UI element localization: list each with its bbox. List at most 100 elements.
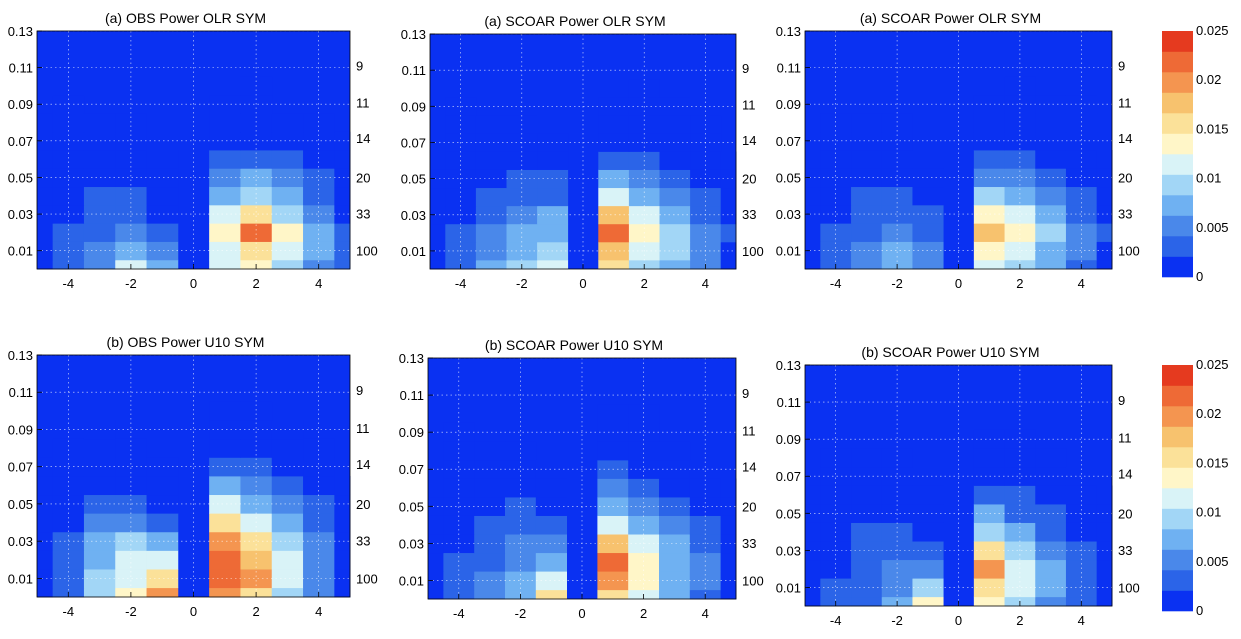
colorbar-tick-label: 0.015 bbox=[1196, 455, 1229, 470]
period-label: 9 bbox=[1118, 59, 1125, 74]
power-cell bbox=[881, 131, 913, 151]
power-cell bbox=[1096, 596, 1113, 607]
power-cell bbox=[659, 97, 691, 116]
power-cell bbox=[820, 150, 852, 169]
power-cell bbox=[851, 241, 883, 261]
power-cell bbox=[475, 241, 507, 261]
power-cell bbox=[209, 531, 241, 551]
power-cell bbox=[720, 497, 737, 516]
x-tick-label: 4 bbox=[1078, 613, 1085, 628]
y-tick-label: 0.03 bbox=[8, 207, 33, 222]
period-label: 14 bbox=[1118, 467, 1132, 482]
y-tick-label: 0.03 bbox=[401, 208, 426, 223]
power-cell bbox=[973, 259, 1005, 270]
x-tick-label: -2 bbox=[125, 604, 137, 619]
power-cell bbox=[209, 513, 241, 533]
power-cell bbox=[1004, 113, 1036, 133]
x-tick-label: 0 bbox=[578, 606, 585, 621]
power-cell bbox=[1035, 466, 1067, 486]
period-label: 11 bbox=[742, 423, 756, 438]
power-cell bbox=[443, 552, 475, 572]
panel-6: (b) SCOAR Power U10 SYM -4 -2 0 2 4 0.13 0.11 0.… bbox=[776, 344, 1140, 628]
power-cell bbox=[1004, 429, 1036, 449]
power-cell bbox=[505, 441, 537, 461]
power-cell bbox=[443, 459, 475, 479]
power-cell bbox=[83, 587, 116, 598]
y-tick-label: 0.09 bbox=[776, 97, 801, 112]
colorbar-swatch bbox=[1162, 92, 1193, 114]
power-cell bbox=[209, 223, 241, 242]
power-cell bbox=[659, 151, 691, 170]
power-cell bbox=[720, 241, 737, 261]
power-cell bbox=[973, 186, 1005, 206]
power-cell bbox=[303, 569, 335, 589]
power-cell bbox=[881, 204, 913, 224]
power-cell bbox=[115, 223, 147, 242]
power-cell bbox=[474, 459, 506, 479]
power-cell bbox=[598, 241, 630, 261]
power-cell bbox=[881, 223, 913, 242]
x-tick-label: 0 bbox=[955, 613, 962, 628]
power-cell bbox=[303, 457, 335, 477]
y-tick-label: 0.01 bbox=[8, 571, 33, 586]
power-cell bbox=[271, 168, 304, 188]
period-label: 14 bbox=[1118, 131, 1132, 146]
power-cell bbox=[474, 478, 506, 498]
power-cell bbox=[430, 205, 446, 225]
power-cell bbox=[83, 186, 116, 206]
power-cell bbox=[537, 259, 569, 270]
power-cell bbox=[1065, 186, 1098, 206]
power-cell bbox=[851, 466, 883, 486]
period-label: 100 bbox=[742, 573, 764, 588]
colorbar-swatch bbox=[1162, 195, 1193, 216]
y-tick-label: 0.13 bbox=[8, 348, 33, 363]
power-cell bbox=[475, 259, 507, 270]
power-cell bbox=[83, 113, 116, 133]
power-cell bbox=[659, 441, 691, 461]
period-label: 33 bbox=[1118, 207, 1132, 222]
y-tick-label: 0.09 bbox=[776, 432, 801, 447]
power-cell bbox=[805, 578, 821, 598]
power-cell bbox=[303, 531, 335, 551]
y-tick-label: 0.03 bbox=[776, 207, 801, 222]
power-cell bbox=[146, 223, 179, 242]
power-cell bbox=[303, 204, 335, 224]
power-cell bbox=[720, 223, 737, 243]
power-cell bbox=[912, 186, 944, 206]
period-label: 20 bbox=[1118, 506, 1132, 521]
power-cell bbox=[1065, 559, 1098, 579]
power-cell bbox=[805, 559, 821, 579]
power-cell bbox=[659, 478, 691, 498]
colorbar-swatch bbox=[1162, 447, 1193, 468]
power-cell bbox=[334, 476, 351, 496]
power-cell bbox=[209, 420, 241, 440]
power-cell bbox=[271, 550, 304, 570]
colorbar-swatch bbox=[1162, 31, 1193, 52]
panel-1: (a) OBS Power OLR SYM -4 -2 0 2 4 0.13 0.11 0.09… bbox=[8, 10, 378, 291]
power-cell bbox=[973, 485, 1005, 505]
power-cell bbox=[820, 466, 852, 486]
y-tick-label: 0.09 bbox=[401, 99, 426, 114]
power-cell bbox=[537, 151, 569, 170]
power-cell bbox=[146, 259, 179, 270]
power-cell bbox=[537, 223, 569, 243]
power-cell bbox=[83, 131, 116, 151]
power-cell bbox=[83, 531, 116, 551]
power-cell bbox=[659, 552, 691, 572]
power-cell bbox=[271, 259, 304, 270]
power-cell bbox=[1065, 578, 1098, 598]
y-tick-label: 0.11 bbox=[777, 61, 801, 76]
power-cell bbox=[209, 587, 241, 598]
power-cell bbox=[303, 131, 335, 151]
power-cell bbox=[428, 515, 444, 535]
power-cell bbox=[820, 168, 852, 188]
power-cell bbox=[505, 478, 537, 498]
power-cell bbox=[851, 522, 883, 542]
colorbar-1: 0.025 0.02 0.015 0.01 0.005 0 bbox=[1162, 23, 1229, 284]
x-tick-label: 2 bbox=[640, 606, 647, 621]
power-cell bbox=[146, 168, 179, 188]
x-tick-label: -4 bbox=[830, 276, 842, 291]
panel-3: (a) SCOAR Power OLR SYM -4 -2 0 2 4 0.13 0.11 0.… bbox=[776, 10, 1140, 291]
y-tick-label: 0.01 bbox=[401, 244, 426, 259]
power-cell bbox=[659, 115, 691, 134]
